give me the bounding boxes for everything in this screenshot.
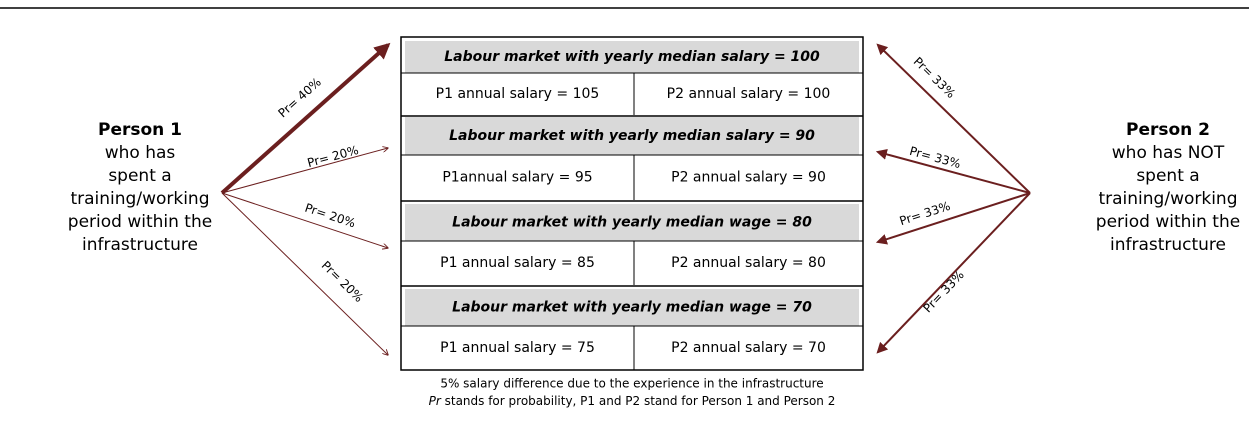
person-name: Person 2 xyxy=(1126,120,1210,140)
person-description: training/working xyxy=(70,189,209,209)
p1-salary: P1annual salary = 95 xyxy=(442,170,592,186)
probability-label: Pr= 20% xyxy=(319,258,366,305)
header-band xyxy=(405,117,859,155)
person-description: who has NOT xyxy=(1112,143,1225,163)
arrow xyxy=(875,148,1031,194)
note-text: stands for probability, P1 and P2 stand … xyxy=(441,394,836,408)
p2-salary: P2 annual salary = 100 xyxy=(667,86,831,102)
person-description: training/working xyxy=(1098,189,1237,209)
arrow xyxy=(220,42,391,195)
probability-label: Pr= 33% xyxy=(920,268,966,316)
person-description: spent a xyxy=(108,166,171,186)
probability-label: Pr= 33% xyxy=(911,54,958,101)
header-band xyxy=(405,41,859,73)
p1-salary: P1 annual salary = 85 xyxy=(440,255,595,271)
arrow xyxy=(221,148,388,194)
person-description: period within the xyxy=(68,212,212,232)
person-description: spent a xyxy=(1136,166,1199,186)
arrow xyxy=(221,192,388,248)
market-title: Labour market with yearly median salary … xyxy=(449,128,815,144)
content: Labour market with yearly median salary … xyxy=(68,36,1240,408)
market-title: Labour market with yearly median salary … xyxy=(444,49,820,65)
p2-salary: P2 annual salary = 90 xyxy=(671,170,826,186)
header-band xyxy=(405,204,859,241)
person-description: infrastructure xyxy=(82,235,198,255)
p2-salary: P2 annual salary = 80 xyxy=(671,255,826,271)
person-name: Person 1 xyxy=(98,120,182,140)
arrow xyxy=(875,192,1031,245)
header-band xyxy=(405,289,859,326)
p1-salary: P1 annual salary = 75 xyxy=(440,340,595,356)
market-title: Labour market with yearly median wage = … xyxy=(452,300,812,316)
probability-label: Pr= 40% xyxy=(275,75,324,120)
arrow xyxy=(876,192,1031,354)
p2-salary: P2 annual salary = 70 xyxy=(671,340,826,356)
person-description: infrastructure xyxy=(1110,235,1226,255)
probability-label: Pr= 20% xyxy=(306,143,360,170)
note-term: Pr xyxy=(429,394,442,408)
market-title: Labour market with yearly median wage = … xyxy=(452,215,812,231)
arrow xyxy=(221,192,388,355)
note: Pr stands for probability, P1 and P2 sta… xyxy=(429,394,836,408)
arrow xyxy=(876,43,1031,194)
person-description: who has xyxy=(105,143,176,163)
note: 5% salary difference due to the experien… xyxy=(440,377,823,391)
probability-label: Pr= 20% xyxy=(303,201,357,231)
probability-label: Pr= 33% xyxy=(898,199,952,228)
person-description: period within the xyxy=(1096,212,1240,232)
p1-salary: P1 annual salary = 105 xyxy=(436,86,600,102)
